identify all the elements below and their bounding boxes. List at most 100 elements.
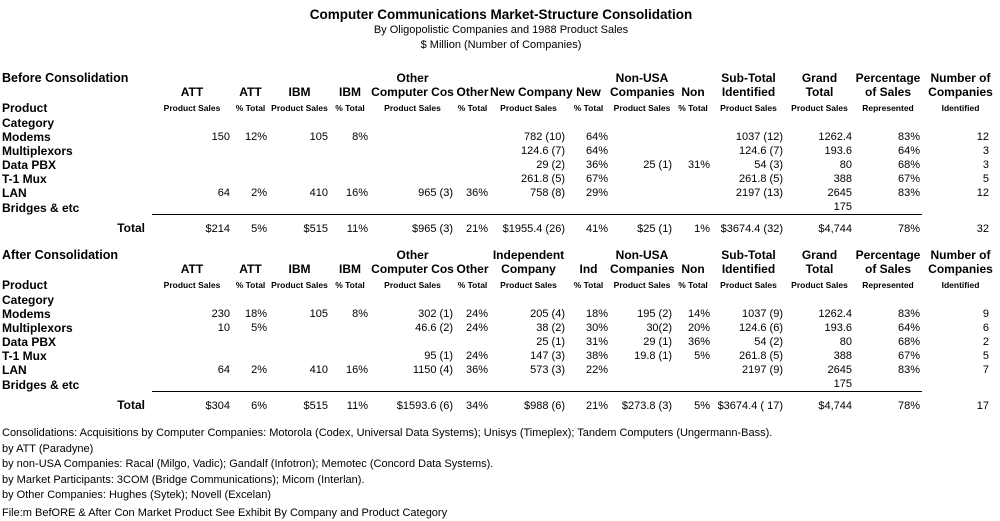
after-row-2-col7: 25 (1): [536, 336, 565, 348]
after-total-row-col10: 5%: [674, 391, 712, 412]
before-header-category-col7: [490, 114, 567, 130]
after-header-category-col3: [269, 291, 330, 307]
before-row-3: T-1 Mux 261.8 (5) 67% 261.8 (5) 388 67% 5: [2, 172, 999, 186]
after-row-1: Multiplexors 10 5% 46.6 (2) 24% 38 (2) 30% 30(2…: [2, 321, 999, 335]
before-row-3-col10: [674, 172, 712, 186]
after-row-5-col0: Bridges & etc: [2, 377, 80, 392]
before-header-line2-col3: IBM: [288, 85, 311, 99]
after-header-category: Category: [2, 291, 999, 307]
after-row-2-col10: 36%: [687, 336, 710, 348]
before-row-3-col3: [269, 172, 330, 186]
after-total-row-col0: Total: [117, 398, 145, 412]
after-header-line2-col5: Computer Cos: [371, 262, 454, 276]
before-row-4-col6: 36%: [465, 187, 488, 199]
before-header-subheads-col6: % Total: [457, 103, 488, 113]
before-row-0-col13: 83%: [897, 131, 920, 143]
after-header-subheads: Product Product Sales % Total Product Sales…: [2, 276, 999, 291]
after-header-category-col0: Category: [2, 293, 55, 307]
after-header-category-col2: [232, 291, 269, 307]
before-header-line1-col2: [232, 70, 269, 85]
before-row-1: Multiplexors 124.6 (7) 64% 124.6 (7) 193.6 64…: [2, 144, 999, 158]
before-header-line2-col14: Companies: [928, 85, 993, 99]
after-header-category-col1: [152, 291, 232, 307]
before-row-3-col13: 67%: [897, 173, 920, 185]
footnote-by-market-participants: by Market Participants: 3COM (Bridge Com…: [2, 473, 365, 486]
before-header-subheads-col12: Product Sales: [791, 103, 848, 113]
after-row-0-col1: 230: [211, 308, 230, 320]
before-header-category-col14: [922, 114, 999, 130]
after-header-subheads-col10: % Total: [678, 280, 708, 290]
before-row-5-col14: [922, 200, 999, 215]
before-total-row-col8: 41%: [567, 214, 610, 235]
after-header-category-col8: [567, 291, 610, 307]
after-header-subheads-col7: Product Sales: [500, 280, 557, 290]
after-consolidation-table: After Consolidation Other Independent Non-U…: [2, 247, 999, 412]
before-row-4-col5: 965 (3): [418, 187, 453, 199]
before-total-row-col0: Total: [117, 221, 145, 235]
before-row-4-col13: 83%: [897, 187, 920, 199]
before-header-line2-col0: [2, 85, 152, 99]
after-header-subheads-col13: Represented: [862, 280, 914, 290]
after-row-2-col11: 54 (2): [754, 336, 783, 348]
after-row-2-col9: 29 (1): [643, 336, 672, 348]
before-total-row-col14: 32: [976, 223, 989, 235]
after-header-line1: After Consolidation Other Independent Non-U…: [2, 247, 999, 262]
before-consolidation-table: Before Consolidation Other Non-USA Sub-Tota…: [2, 70, 999, 235]
before-row-5: Bridges & etc 175: [2, 200, 999, 215]
before-header-line1-col7: [490, 70, 567, 85]
after-row-4-col14: 7: [982, 364, 989, 376]
after-header-line2-col0: [2, 262, 152, 276]
after-row-4-col8: 22%: [585, 364, 608, 376]
after-row-2-col14: 2: [982, 336, 989, 348]
after-row-2-col12: 80: [839, 336, 852, 348]
before-header-line2-col12: Total: [805, 85, 834, 99]
after-row-4-col1: 64: [217, 364, 230, 376]
after-header-line1-col10: [674, 247, 712, 262]
after-total-row-col6: 34%: [455, 391, 490, 412]
after-header-line1-col14: Number of: [930, 248, 991, 262]
after-row-3-col2: [232, 349, 269, 363]
before-row-0-col11: 1037 (12): [735, 131, 783, 143]
after-header-line2-col12: Total: [805, 262, 834, 276]
before-row-5-col11: [712, 200, 785, 215]
after-row-4-col4: 16%: [345, 364, 368, 376]
footnote-by-other-companies: by Other Companies: Hughes (Sytek); Nove…: [2, 489, 271, 501]
after-header-line2-col3: IBM: [288, 262, 311, 276]
after-row-4-col3: 410: [309, 364, 328, 376]
after-total-row: Total $304 6% $515 11% $1593.6 (6) 34% $988 (6)…: [2, 391, 999, 412]
before-header-line1-col6: [455, 70, 490, 85]
before-header-line1: Before Consolidation Other Non-USA Sub-Tota…: [2, 70, 999, 85]
before-header-line2-col1: ATT: [180, 85, 204, 99]
page-units-line: $ Million (Number of Companies): [420, 39, 582, 51]
before-header-line1-col4: [330, 70, 370, 85]
after-header-line1-col13: Percentage: [855, 248, 921, 262]
after-header-subheads-col1: Product Sales: [163, 280, 221, 290]
before-row-2-col12: 80: [839, 159, 852, 171]
after-header-subheads-col4: % Total: [335, 280, 365, 290]
before-row-5-col3: [269, 200, 330, 215]
before-row-5-col8: [567, 200, 610, 215]
after-header-line2-col6: Other: [456, 262, 489, 276]
before-header-line2-col6: Other: [456, 85, 489, 99]
before-header-line2-col13: of Sales: [864, 85, 912, 99]
before-row-0-col9: [610, 130, 674, 144]
after-row-1-col11: 124.6 (6): [738, 322, 783, 334]
before-row-5-col9: [610, 200, 674, 215]
after-row-2: Data PBX 25 (1) 31% 29 (1) 36% 54 (2) 80 68% 2: [2, 335, 999, 349]
before-row-4: LAN 64 2% 410 16% 965 (3) 36% 758 (8) 29% 2197 (1…: [2, 186, 999, 200]
before-header-category-col1: [152, 114, 232, 130]
after-row-0-col13: 83%: [897, 308, 920, 320]
page-title: Computer Communications Market-Structure…: [309, 7, 693, 22]
before-row-1-col11: 124.6 (7): [738, 145, 783, 157]
before-row-5-col4: [330, 200, 370, 215]
before-header-category-col12: [785, 114, 854, 130]
before-total-row-col3: $515: [269, 214, 330, 235]
after-row-1-col7: 38 (2): [536, 322, 565, 334]
after-header-subheads-col6: % Total: [457, 280, 488, 290]
before-header-line1-col5: Other: [396, 71, 429, 85]
before-row-1-col12: 193.6: [824, 145, 852, 157]
before-row-3-col0: T-1 Mux: [2, 172, 47, 186]
footnote-consolidations: Consolidations: Acquisitions by Computer…: [2, 427, 773, 439]
before-row-0-col2: 12%: [244, 131, 267, 143]
